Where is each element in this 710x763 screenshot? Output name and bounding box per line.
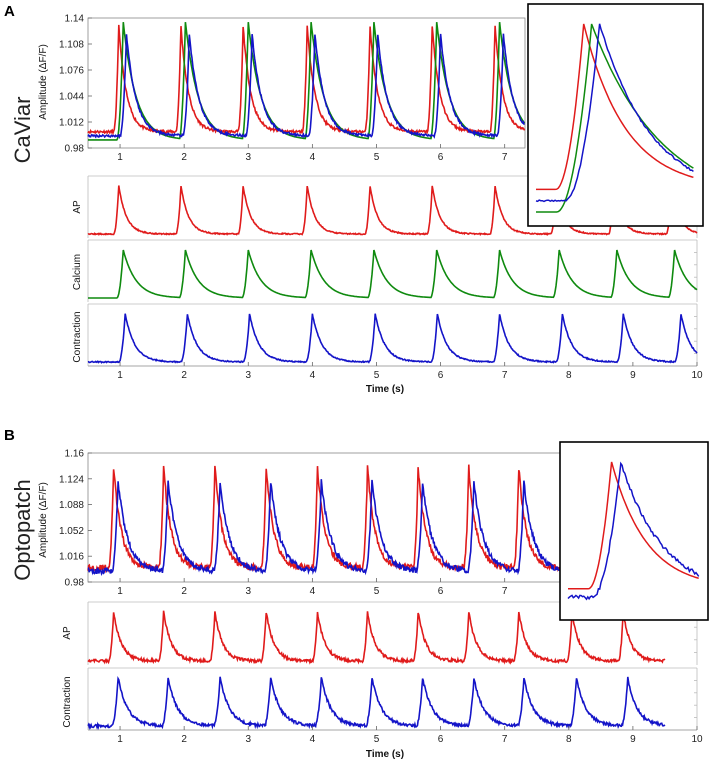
x-tick-label: 8 [566, 734, 572, 745]
panel-a: 1.14 1.108 1.076 1.044 1.012 0.98 1 2 3 4 5 6 7 1 2 3 4 5… [59, 3, 704, 381]
row-trace-ap [87, 185, 698, 236]
y-tick-label: 1.108 [59, 40, 84, 51]
overlay-frame [87, 17, 526, 149]
row-label-a-ap: AP [72, 200, 83, 214]
x-tick-label: 1 [117, 586, 123, 597]
inset-series-contraction [567, 461, 700, 601]
y-tick-label: 1.14 [65, 14, 85, 25]
row-trace-contraction [87, 675, 666, 731]
y-tick-label: 1.16 [65, 449, 85, 460]
x-tick-label: 6 [438, 370, 444, 381]
x-tick-label: 1 [117, 370, 123, 381]
row-label-b-ap: AP [62, 626, 73, 640]
x-tick-label: 10 [691, 734, 703, 745]
overlay-series-ap [87, 464, 561, 574]
ylabel-b: Amplitude (ΔF/F) [38, 482, 49, 558]
inset-frame [527, 3, 704, 227]
y-tick-label: 0.98 [65, 578, 85, 589]
x-tick-label: 9 [630, 734, 636, 745]
x-tick-label: 3 [245, 152, 251, 163]
inset-frame [559, 441, 709, 621]
inset-series-contraction [535, 23, 694, 203]
x-tick-label: 1 [117, 734, 123, 745]
x-tick-label: 3 [245, 734, 251, 745]
x-tick-label: 6 [438, 734, 444, 745]
xlabel-a: Time (s) [366, 384, 404, 395]
overlay-series-ap [87, 24, 526, 136]
x-tick-label: 10 [691, 370, 703, 381]
x-tick-label: 8 [566, 370, 572, 381]
plot-layer: 1.14 1.108 1.076 1.044 1.012 0.98 1 2 3 4 5 6 7 1 2 3 4 5… [59, 3, 709, 745]
x-tick-label: 9 [630, 370, 636, 381]
x-tick-label: 7 [502, 586, 508, 597]
row-trace-ap [87, 610, 666, 665]
x-tick-label: 5 [374, 370, 380, 381]
y-tick-label: 1.088 [59, 500, 84, 511]
x-tick-label: 4 [310, 734, 316, 745]
y-tick-label: 1.016 [59, 552, 84, 563]
panel-title-b: Optopatch [10, 479, 35, 581]
y-tick-label: 1.012 [59, 118, 84, 129]
x-tick-label: 4 [310, 152, 316, 163]
x-tick-label: 2 [181, 586, 187, 597]
xlabel-b: Time (s) [366, 749, 404, 760]
x-tick-label: 5 [374, 734, 380, 745]
row-label-a-contraction: Contraction [72, 311, 83, 362]
x-tick-label: 7 [502, 370, 508, 381]
y-tick-label: 0.98 [65, 144, 85, 155]
x-tick-label: 2 [181, 152, 187, 163]
y-tick-label: 1.124 [59, 474, 84, 485]
inset-series-ap [568, 461, 699, 590]
panel-label-b: B [4, 427, 15, 444]
panel-label-a: A [4, 3, 15, 20]
x-tick-label: 5 [374, 586, 380, 597]
x-tick-label: 5 [374, 152, 380, 163]
inset-series-calcium [536, 23, 694, 213]
panel-b: 1.16 1.124 1.088 1.052 1.016 0.98 1 2 3 4 5 6 7 1 2 3 4 5… [59, 441, 709, 745]
x-tick-label: 6 [438, 586, 444, 597]
y-tick-label: 1.052 [59, 526, 84, 537]
row-trace-calcium [88, 249, 698, 299]
overlay-series-contraction [87, 33, 525, 140]
x-tick-label: 6 [438, 152, 444, 163]
overlay-series-contraction [87, 479, 561, 577]
inset-series-ap [536, 23, 694, 191]
x-tick-label: 1 [117, 152, 123, 163]
row-label-b-contraction: Contraction [62, 676, 73, 727]
x-tick-label: 7 [502, 734, 508, 745]
x-tick-label: 2 [181, 370, 187, 381]
x-tick-label: 3 [245, 586, 251, 597]
y-tick-label: 1.076 [59, 66, 84, 77]
x-tick-label: 3 [245, 370, 251, 381]
ylabel-a: Amplitude (ΔF/F) [38, 44, 49, 120]
x-tick-label: 4 [310, 370, 316, 381]
panel-title-a: CaViar [10, 97, 35, 164]
y-tick-label: 1.044 [59, 92, 84, 103]
x-tick-label: 2 [181, 734, 187, 745]
row-trace-contraction [87, 313, 698, 364]
x-tick-label: 4 [310, 586, 316, 597]
x-tick-label: 7 [502, 152, 508, 163]
row-label-a-calcium: Calcium [72, 254, 83, 290]
